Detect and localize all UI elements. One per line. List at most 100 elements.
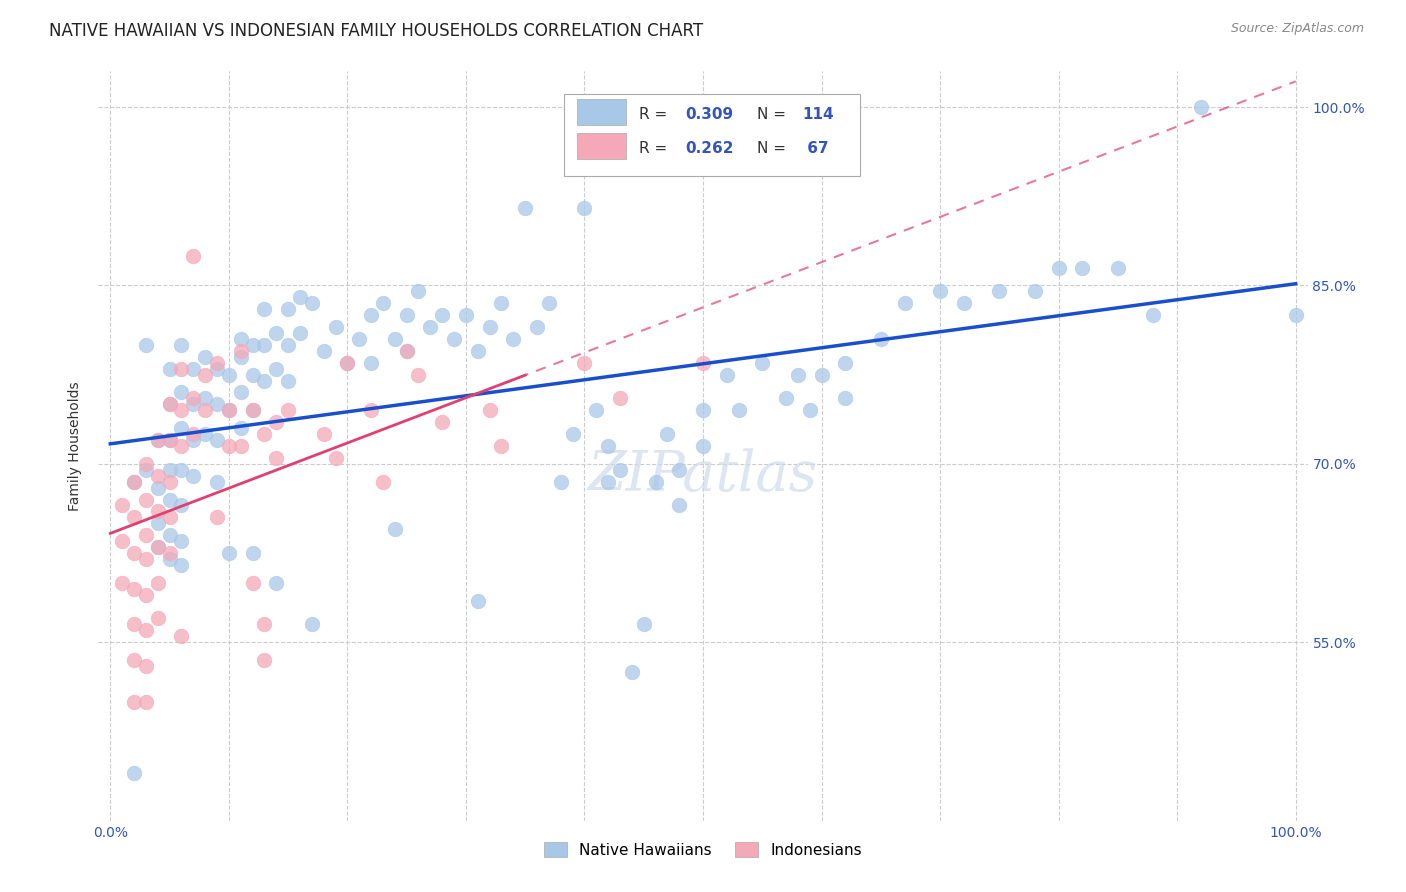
Point [159,475,181,489]
Point [205,397,228,411]
Point [561,427,583,442]
FancyBboxPatch shape [578,99,626,125]
Point [181,397,204,411]
Point [146,433,169,447]
Point [229,385,252,400]
Point [834,392,856,406]
Point [135,588,157,602]
Point [253,427,276,442]
Point [242,403,264,417]
Point [122,617,145,632]
Point [467,343,489,358]
Point [253,302,276,317]
Point [574,201,596,215]
Point [360,308,382,322]
Point [1285,308,1308,322]
Point [288,326,311,340]
Point [135,528,157,542]
Point [170,629,193,643]
Point [264,450,287,465]
Point [478,403,501,417]
Point [122,695,145,709]
Point [751,356,773,370]
Point [159,552,181,566]
Point [159,528,181,542]
Point [988,285,1011,299]
Point [159,433,181,447]
Point [159,433,181,447]
Point [181,392,204,406]
Point [312,343,335,358]
Point [229,350,252,364]
Point [146,481,169,495]
Point [609,463,631,477]
Point [146,540,169,554]
Point [122,582,145,596]
Point [454,308,477,322]
Point [620,665,643,679]
Point [205,433,228,447]
Point [146,516,169,531]
Point [288,290,311,304]
Point [253,338,276,352]
Text: Source: ZipAtlas.com: Source: ZipAtlas.com [1230,22,1364,36]
Point [194,368,217,382]
Point [122,510,145,524]
Point [205,356,228,370]
Point [146,540,169,554]
Point [692,439,714,453]
Point [170,463,193,477]
Point [799,403,821,417]
Point [952,296,974,310]
Point [395,343,418,358]
Point [336,356,359,370]
Point [443,332,465,346]
Point [181,427,204,442]
Point [384,522,406,536]
Point [135,659,157,673]
Point [242,403,264,417]
Point [135,492,157,507]
Point [159,546,181,560]
Point [122,653,145,667]
Point [229,332,252,346]
Point [893,296,915,310]
Point [146,504,169,518]
Point [194,392,217,406]
Point [1024,285,1046,299]
Point [574,356,596,370]
Point [242,338,264,352]
Point [1189,100,1212,114]
Point [205,510,228,524]
Point [1047,260,1070,275]
Point [194,427,217,442]
Point [218,403,240,417]
Point [229,421,252,435]
Point [432,308,454,322]
Y-axis label: Family Households: Family Households [69,381,83,511]
Point [478,320,501,334]
Point [325,320,347,334]
Point [135,624,157,638]
Point [491,439,513,453]
Point [159,361,181,376]
Point [159,397,181,411]
Point [537,296,560,310]
Point [170,439,193,453]
Point [194,350,217,364]
Point [371,296,394,310]
Point [159,492,181,507]
Point [122,475,145,489]
Point [609,392,631,406]
Point [170,403,193,417]
Point [122,475,145,489]
Text: 0.262: 0.262 [685,141,734,156]
Point [692,356,714,370]
Point [170,385,193,400]
Point [467,593,489,607]
Point [432,415,454,429]
Text: R =: R = [638,141,672,156]
Point [229,439,252,453]
Point [598,475,620,489]
Point [205,361,228,376]
